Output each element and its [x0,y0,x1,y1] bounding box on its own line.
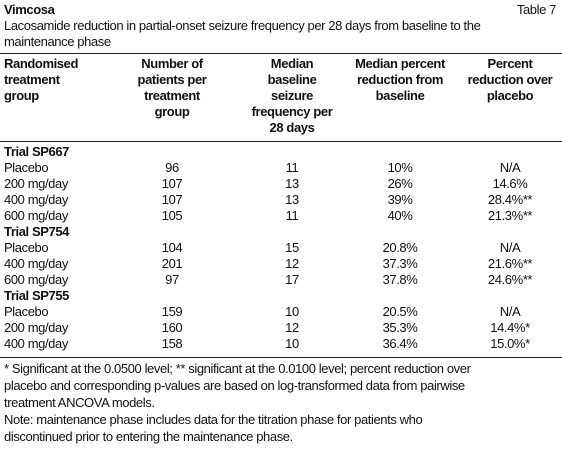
cell: 11 [285,208,299,223]
rule [0,53,562,54]
cell: 200 mg/day [4,320,68,335]
title: Vimcosa [4,2,55,17]
cell: 39% [387,192,413,207]
group-name: Trial SP754 [4,224,69,239]
table-label: Table 7 [516,2,557,17]
cell: 158 [161,336,183,351]
footnote-line: placebo and corresponding p-values are b… [4,378,465,393]
cell: 400 mg/day [4,192,68,207]
column-header: baseline [375,88,425,103]
cell: 10% [387,160,413,175]
cell: 26% [387,176,413,191]
cell: 21.3%** [487,208,533,223]
cell: 15.0%* [490,336,530,351]
column-header: Number of [141,56,203,71]
column-header: patients per [137,72,207,87]
group-name: Trial SP755 [4,288,69,303]
cell: 17 [285,272,299,287]
cell: Placebo [4,160,49,175]
cell: 11 [285,160,299,175]
column-header: Percent [487,56,533,71]
cell: 400 mg/day [4,336,68,351]
caption-line: maintenance phase [4,34,111,49]
cell: 13 [285,192,299,207]
cell: 24.6%** [487,272,533,287]
cell: 40% [387,208,413,223]
cell: 160 [161,320,183,335]
cell: 200 mg/day [4,176,68,191]
cell: 10 [285,336,299,351]
cell: 96 [165,160,179,175]
cell: 37.8% [382,272,418,287]
cell: 107 [161,176,183,191]
column-header: baseline [267,72,317,87]
footnote-line: * Significant at the 0.0500 level; ** si… [4,361,471,376]
cell: 159 [161,304,183,319]
cell: 201 [161,256,183,271]
column-header: Randomised [4,56,79,71]
footnote-line: discontinued prior to entering the maint… [4,429,293,444]
cell: 600 mg/day [4,208,68,223]
cell: 35.3% [382,320,418,335]
footnote-line: Note: maintenance phase includes data fo… [4,412,423,427]
cell: 14.4%* [490,320,530,335]
cell: 28.4%** [487,192,533,207]
cell: N/A [499,304,521,319]
cell: 107 [161,192,183,207]
rule [0,141,562,142]
column-header: 28 days [269,120,315,135]
cell: 105 [161,208,183,223]
cell: 12 [285,320,299,335]
column-header: placebo [486,88,534,103]
caption-line: Lacosamide reduction in partial-onset se… [4,18,481,33]
column-header: group [4,88,39,103]
column-header: reduction over [467,72,553,87]
cell: 15 [285,240,299,255]
cell: 14.6% [492,176,528,191]
cell: 20.8% [382,240,418,255]
column-header: Median percent [355,56,445,71]
column-header: frequency per [251,104,333,119]
column-header: Median [270,56,314,71]
column-header: treatment [4,72,60,87]
cell: Placebo [4,240,49,255]
column-header: reduction from [356,72,444,87]
group-name: Trial SP667 [4,144,69,159]
footnote-line: treatment ANCOVA models. [4,395,155,410]
cell: 21.6%** [487,256,533,271]
cell: 20.5% [382,304,418,319]
cell: N/A [499,160,521,175]
rule [0,357,562,358]
cell: 37.3% [382,256,418,271]
cell: 10 [285,304,299,319]
cell: Placebo [4,304,49,319]
column-header: group [154,104,190,119]
column-header: treatment [144,88,200,103]
cell: 13 [285,176,299,191]
cell: 97 [165,272,179,287]
cell: 104 [161,240,183,255]
cell: N/A [499,240,521,255]
cell: 36.4% [382,336,418,351]
cell: 12 [285,256,299,271]
column-header: seizure [270,88,314,103]
cell: 400 mg/day [4,256,68,271]
cell: 600 mg/day [4,272,68,287]
